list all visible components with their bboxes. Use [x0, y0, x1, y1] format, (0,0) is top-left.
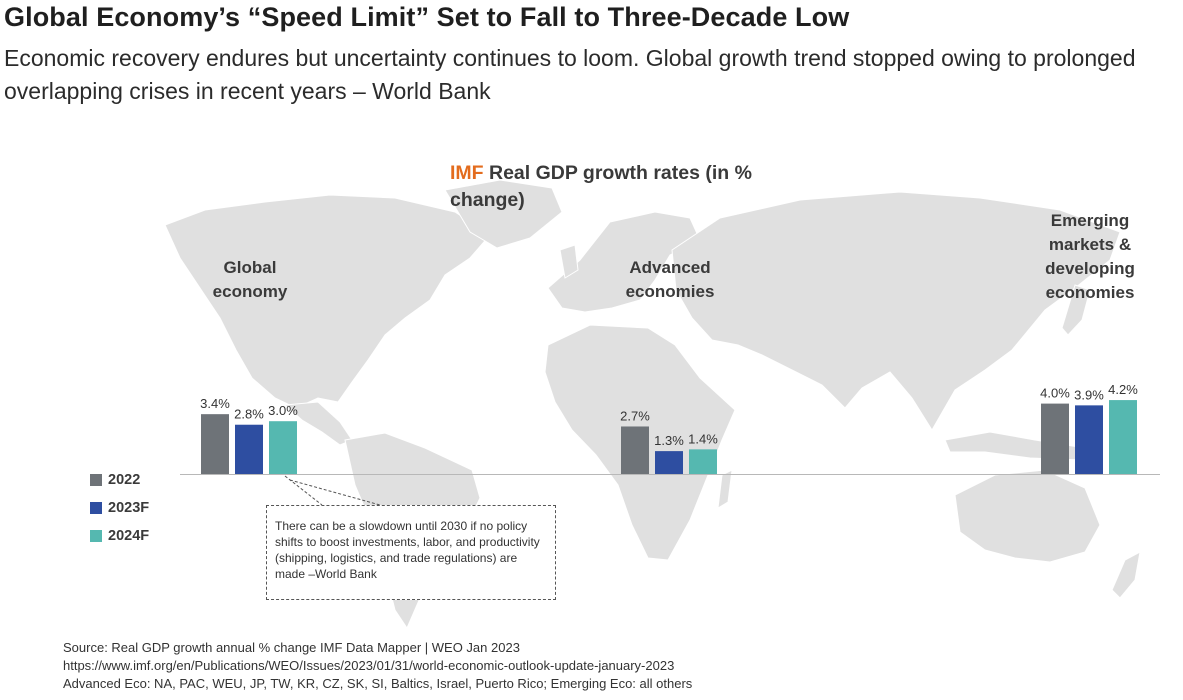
legend-label-2023f: 2023F [108, 500, 150, 516]
legend-swatch-2022 [90, 474, 102, 486]
new-zealand-shape [1111, 551, 1141, 599]
group-label-global: Global economy [212, 258, 288, 301]
footer-note: Advanced Eco: NA, PAC, WEU, JP, TW, KR, … [63, 676, 693, 691]
legend-label-2024f: 2024F [108, 528, 150, 544]
legend-item-2022: 2022 [90, 466, 149, 494]
value-label-advanced-2022: 2.7% [620, 408, 650, 423]
asia-shape [671, 191, 1121, 431]
uk-shape [559, 244, 579, 279]
legend-label-2022: 2022 [108, 472, 141, 488]
footer-url[interactable]: https://www.imf.org/en/Publications/WEO/… [63, 658, 675, 673]
value-label-advanced-2023f: 1.3% [654, 433, 684, 448]
europe-shape [547, 211, 701, 313]
chart-title-accent: IMF [450, 162, 484, 184]
page-title: Global Economy’s “Speed Limit” Set to Fa… [4, 2, 850, 32]
greenland-shape [444, 179, 563, 249]
footer-notes: Source: Real GDP growth annual % change … [63, 639, 692, 693]
north-america-shape [164, 194, 491, 409]
footer-source: Source: Real GDP growth annual % change … [63, 640, 520, 655]
value-label-advanced-2024f: 1.4% [688, 431, 718, 446]
bar-emerging-2023f [1075, 405, 1103, 474]
group-label-advanced: Advanced economies [625, 258, 715, 301]
value-label-emerging-2022: 4.0% [1040, 386, 1070, 401]
bar-emerging-2024f [1109, 400, 1137, 474]
chart-title-text: Real GDP growth rates (in % change) [450, 162, 752, 211]
legend-swatch-2023f [90, 502, 102, 514]
bar-global-2024f [269, 421, 297, 474]
chart-title: IMF Real GDP growth rates (in % change) [450, 160, 810, 214]
australia-shape [954, 469, 1101, 563]
bar-global-2022 [201, 414, 229, 474]
value-label-global-2023f: 2.8% [234, 407, 264, 422]
chart-legend: 2022 2023F 2024F [90, 466, 149, 550]
world-bank-callout: There can be a slowdown until 2030 if no… [266, 505, 556, 600]
bar-emerging-2022 [1041, 403, 1069, 474]
legend-item-2023f: 2023F [90, 494, 149, 522]
madagascar-shape [717, 469, 733, 509]
bar-advanced-2023f [655, 451, 683, 474]
japan-shape [1061, 284, 1091, 336]
bar-advanced-2024f [689, 449, 717, 474]
value-label-global-2022: 3.4% [200, 396, 230, 411]
value-label-emerging-2024f: 4.2% [1108, 382, 1138, 397]
group-label-emerging: Emerging markets & developing economies [1045, 211, 1135, 302]
legend-swatch-2024f [90, 530, 102, 542]
bar-global-2023f [235, 424, 263, 474]
value-label-emerging-2023f: 3.9% [1074, 387, 1104, 402]
bar-advanced-2022 [621, 426, 649, 474]
legend-item-2024f: 2024F [90, 522, 149, 550]
page-subtitle: Economic recovery endures but uncertaint… [4, 45, 1136, 104]
value-label-global-2024f: 3.0% [268, 403, 298, 418]
